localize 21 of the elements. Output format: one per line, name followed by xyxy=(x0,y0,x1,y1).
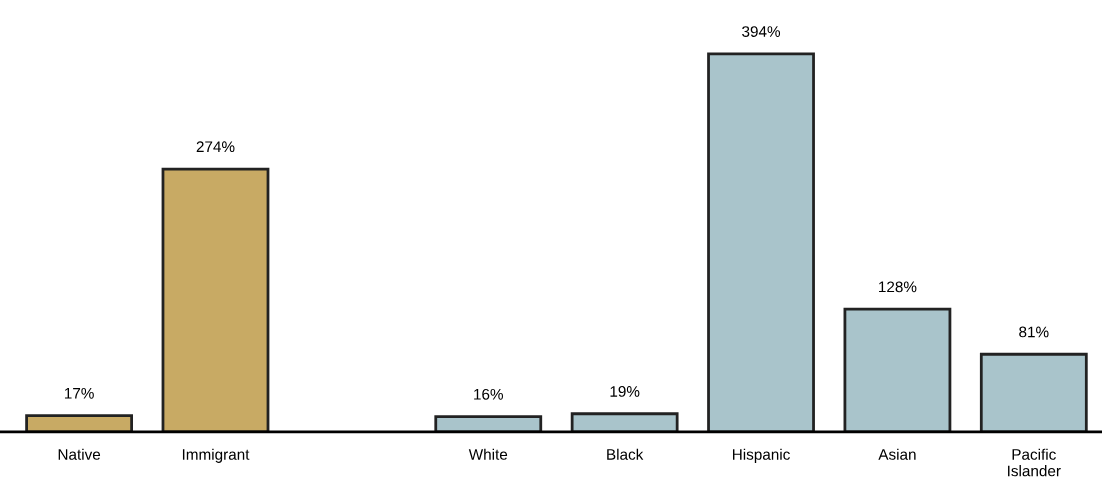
x-tick-label: Immigrant xyxy=(182,448,250,463)
x-tick-label: White xyxy=(468,448,508,460)
bar xyxy=(25,414,133,432)
data-label: 394% xyxy=(742,26,781,37)
data-label: 16% xyxy=(474,388,504,400)
x-tick-label: Asian xyxy=(878,448,916,460)
bar xyxy=(161,167,270,432)
bar xyxy=(434,415,543,432)
data-label: 17% xyxy=(64,388,94,399)
data-label: 128% xyxy=(879,281,917,293)
bar xyxy=(843,307,952,432)
x-tick-label: Hispanic xyxy=(732,448,790,463)
bar xyxy=(979,352,1088,432)
x-tick-label: Black xyxy=(607,448,644,460)
data-label: 81% xyxy=(1019,326,1049,338)
x-tick-label: Pacific Islander xyxy=(1008,448,1061,477)
data-label: 19% xyxy=(610,386,640,397)
bar xyxy=(570,412,679,432)
data-label: 274% xyxy=(196,141,235,153)
x-tick-label: Native xyxy=(58,448,101,460)
bar xyxy=(707,52,815,432)
